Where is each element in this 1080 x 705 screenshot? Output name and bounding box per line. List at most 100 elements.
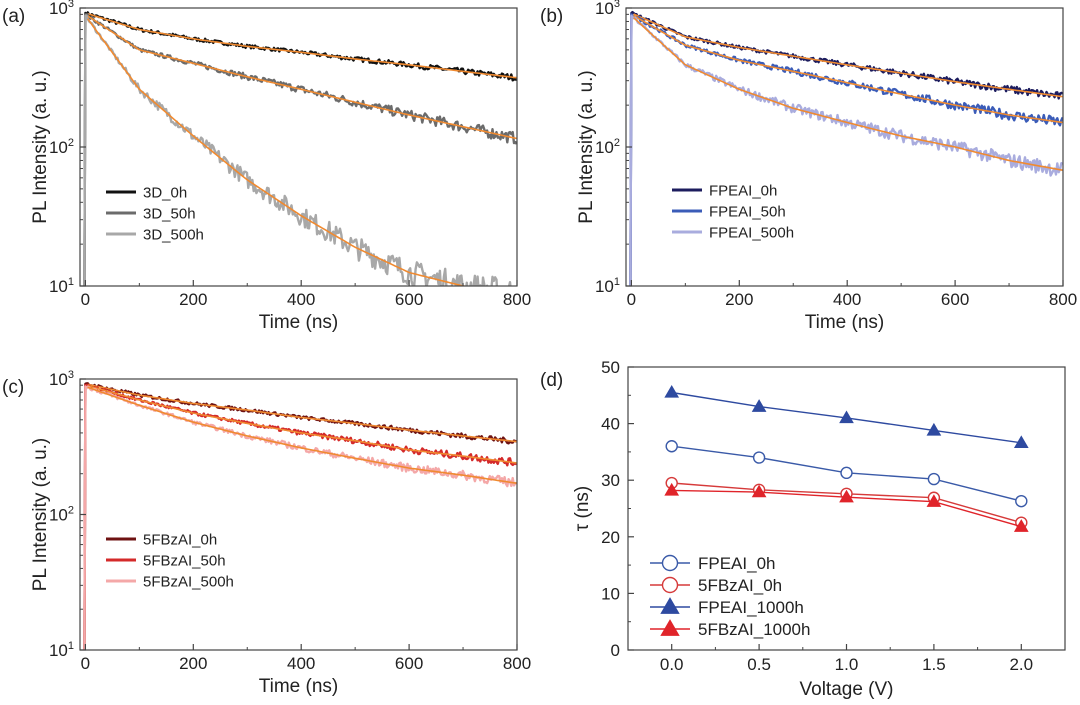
x-tick-label: 200 [179,290,207,309]
fit-line-5FBzAI_500h [87,386,517,484]
legend-marker-FPEAI_1000h [660,597,680,614]
y-tick-label: 20 [601,528,620,547]
data-line-FPEAI_500h [629,14,1063,286]
x-tick-label: 600 [941,290,969,309]
x-tick-label: 800 [503,290,531,309]
y-tick-exp: 1 [68,640,74,652]
data-point [1013,519,1029,532]
legend-label: 5FBzAI_0h [698,576,782,595]
x-tick-label: 600 [395,290,423,309]
data-point [1015,494,1028,508]
y-tick-label: 103 [49,369,74,389]
data-point [839,410,854,424]
x-tick-label: 0.0 [660,655,684,674]
y-tick-label: 40 [601,415,620,434]
plot-area [83,11,517,286]
legend-label: 3D_50h [143,206,196,223]
plot-frame [625,7,1064,287]
legend-marker-FPEAI_0h [661,554,679,572]
x-tick-label: 0 [81,654,90,673]
y-tick-base: 10 [49,277,68,296]
y-tick-label: 30 [601,471,620,490]
y-tick-label: 102 [595,137,620,157]
legend-marker-5FBzAI_0h [661,576,679,594]
x-axis-label: Time (ns) [805,312,885,333]
series-FPEAI_0h [665,440,1028,508]
x-tick-label: 200 [179,654,207,673]
data-line-3D_50h [83,13,517,286]
y-tick-base: 10 [595,277,614,296]
y-tick-label: 102 [49,505,74,525]
y-axis-label: PL Intensity (a. u.) [30,438,51,591]
legend-label: 3D_0h [143,185,187,202]
legend-label: FPEAI_1000h [698,598,804,617]
data-point [664,482,680,496]
y-tick-base: 10 [49,0,68,18]
x-axis-label: Time (ns) [259,676,339,697]
data-point [752,451,766,464]
legend-label: FPEAI_50h [709,204,786,221]
x-axis-label: Time (ns) [259,312,339,333]
fit-line-FPEAI_0h [633,13,1063,98]
x-tick-label: 0.5 [747,655,771,674]
x-tick-label: 600 [395,654,423,673]
y-tick-exp: 3 [614,0,620,10]
fit-line-3D_500h [86,18,470,286]
data-point [839,489,854,503]
y-tick-label: 0 [611,641,620,660]
series-5FBzAI_0h [665,476,1028,529]
x-tick-label: 2.0 [1009,655,1033,674]
y-tick-exp: 3 [68,369,74,381]
fit-line-3D_50h [87,15,517,140]
series-5FBzAI_1000h [664,482,1029,532]
legend-label: FPEAI_500h [709,225,794,242]
legend-marker-5FBzAI_1000h [660,619,680,636]
x-tick-label: 1.5 [922,655,946,674]
y-tick-base: 10 [49,138,68,157]
y-tick-label: 10 [601,584,620,603]
x-tick-label: 0 [81,290,90,309]
x-tick-label: 800 [503,654,531,673]
series-FPEAI_1000h [664,384,1029,449]
x-tick-label: 400 [287,654,315,673]
legend: FPEAI_0h FPEAI_50h FPEAI_500h [672,183,794,242]
y-axis-label: τ (ns) [572,486,593,532]
data-point [1013,435,1029,449]
fit-line-FPEAI_500h [633,17,1063,171]
y-tick-label: 50 [601,358,620,377]
y-tick-label: 102 [49,137,74,157]
y-tick-base: 10 [49,370,68,389]
data-point [926,422,942,436]
y-tick-exp: 1 [614,276,620,288]
legend-label: 5FBzAI_0h [143,532,217,549]
y-tick-label: 101 [595,276,620,296]
x-axis-label: Voltage (V) [800,679,894,700]
y-tick-exp: 3 [68,0,74,10]
fit-line-5FBzAI_50h [87,385,517,464]
data-point [751,399,767,412]
x-tick-label: 1.0 [835,655,859,674]
y-axis-label: PL Intensity (a. u.) [576,70,597,223]
legend: FPEAI_0h 5FBzAI_0h FPEAI_1000h 5FBzAI_1000h [650,554,810,639]
data-line-FPEAI_0h [629,10,1063,286]
data-line-3D_500h [83,14,512,286]
panel-label: (a) [2,6,25,27]
legend-label: 3D_500h [143,227,204,244]
y-axis-label: PL Intensity (a. u.) [30,70,51,223]
x-tick-label: 400 [833,290,861,309]
x-tick-label: 0 [627,290,636,309]
y-tick-base: 10 [595,0,614,18]
y-tick-exp: 2 [68,137,74,149]
y-tick-exp: 1 [68,276,74,288]
x-tick-label: 400 [287,290,315,309]
legend-label: 5FBzAI_50h [143,553,226,570]
legend-label: 5FBzAI_1000h [698,620,810,639]
data-point [665,440,678,453]
fit-line-FPEAI_50h [633,14,1063,124]
data-point [840,466,853,480]
data-point [751,484,767,498]
